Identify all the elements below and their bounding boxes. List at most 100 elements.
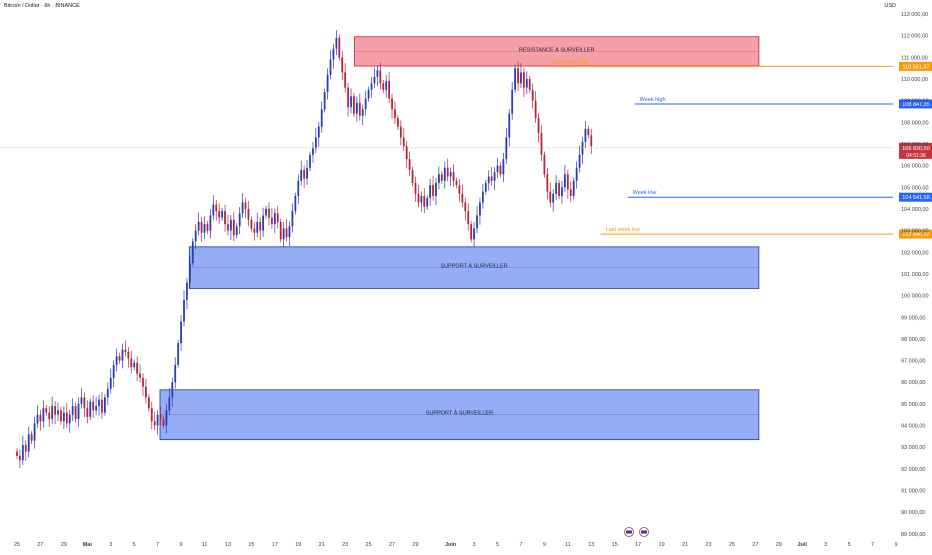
x-tick-label: 7 [871,542,874,548]
candle [109,377,112,389]
level-tag-text-week-low: 104 541,58 [902,195,930,201]
x-tick-label: 13 [588,542,594,548]
candle [36,414,39,424]
candle [484,182,487,192]
candle [62,412,65,422]
candle [423,195,426,207]
x-tick-label: 13 [225,542,231,548]
candle [60,410,62,422]
candle [397,117,399,127]
level-label-last-week-high: Last week high [552,59,589,65]
candle [464,202,467,212]
level-label-last-week-low: Last week low [606,227,641,233]
y-tick-label: 101 000,00 [901,272,929,278]
x-tick-label: 9 [180,542,183,548]
candle [388,81,391,99]
candle [467,211,470,225]
candle [48,412,51,420]
candle [581,141,584,155]
candle [288,226,291,238]
candle [209,215,212,231]
x-tick-label: 29 [412,542,418,548]
candle [525,78,528,88]
candle [250,219,253,229]
candle [499,165,502,175]
y-tick-label: 89 000,00 [901,532,925,538]
y-tick-label: 105 000,00 [901,185,929,191]
candle [188,263,191,283]
x-tick-label: 3 [473,542,476,548]
candle [402,137,405,147]
candle [127,351,130,359]
candle [33,423,36,441]
candle [481,191,484,203]
candle [256,221,259,233]
y-tick-label: 113 000,00 [901,12,928,18]
x-tick-label: 11 [565,542,571,548]
candle [549,191,552,203]
candle [45,408,48,413]
candle [253,228,256,233]
candle [89,401,92,417]
x-tick-label: 7 [156,542,159,548]
candle [355,102,358,114]
candle [101,399,103,413]
candle [271,217,273,225]
candle [303,169,306,179]
candle [136,362,139,374]
x-tick-label: 21 [319,542,325,548]
candle [344,72,347,88]
x-tick-label: Juin [445,542,457,548]
x-tick-label: 5 [133,542,136,548]
y-tick-label: 92 000,00 [901,467,925,473]
candle [171,382,174,398]
y-tick-label: 102 000,00 [901,250,929,256]
candle [490,176,493,181]
candle [268,208,270,218]
x-tick-label: Mai [83,542,93,548]
level-tag-text-last-week-high: 110 581,97 [902,64,929,70]
y-tick-label: 93 000,00 [901,445,925,451]
candle [203,224,206,233]
candle [150,408,153,422]
candle [558,182,560,196]
level-tag-text-week-high: 108 847,35 [902,102,930,108]
candle [449,172,452,177]
candle [440,174,443,181]
level-tag-last-week-low [899,229,932,239]
candle [39,414,42,422]
candle [323,91,326,110]
x-tick-label: 23 [705,542,711,548]
candle [429,185,432,199]
candle [376,70,379,77]
candle [350,96,352,108]
candle [408,159,411,170]
y-tick-label: 90 000,00 [901,510,925,516]
candle [329,59,332,75]
candle [65,412,68,424]
candle [358,102,361,116]
candle [115,356,118,365]
candle [297,180,300,196]
x-tick-label: Juil [797,542,807,548]
candle [168,397,171,411]
current-price-countdown: 04:51:36 [906,153,926,159]
candle [227,224,229,231]
candle [458,185,461,194]
y-tick-label: 109 000,00 [901,99,929,105]
x-tick-label: 9 [543,542,546,548]
x-tick-label: 11 [202,542,208,548]
x-tick-label: 25 [14,542,20,548]
candle [197,221,200,231]
candle [180,321,182,344]
candle [379,70,382,84]
zone-label-resistance: RESISTANCE À SURVEILLER [519,47,595,54]
candle [552,193,555,203]
candle [438,174,440,183]
x-tick-label: 3 [109,542,112,548]
candle [156,414,159,426]
current-price-tag [899,142,932,159]
candle [30,434,33,441]
candle [341,57,344,73]
